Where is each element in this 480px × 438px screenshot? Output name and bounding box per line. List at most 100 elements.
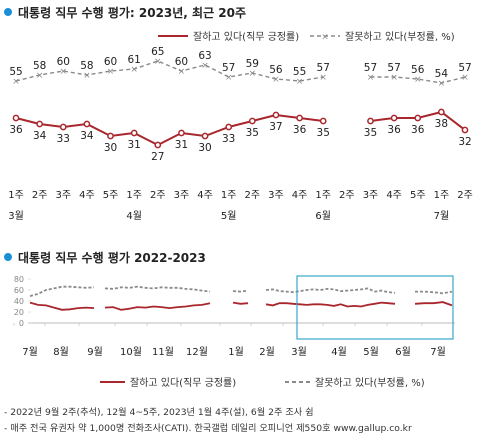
disapprove2-segment-3 — [265, 287, 396, 294]
approve2-segment-4 — [414, 301, 453, 307]
approve-point — [36, 120, 43, 128]
x-tick-label: 3주 — [55, 190, 71, 201]
disapprove-data-label: 57 — [317, 62, 330, 74]
disapprove-data-label: 56 — [269, 64, 283, 76]
month-label: 7월 — [434, 210, 450, 222]
legend2-disapprove-label: 잘못하고 있다(부정률, %) — [315, 376, 425, 389]
x-tick-label: 3월 — [291, 346, 307, 358]
disapprove-data-label: 58 — [80, 60, 93, 72]
y-tick-label: 40 — [14, 297, 24, 306]
disapprove-point: × — [201, 61, 209, 71]
approve-line-0 — [15, 113, 324, 147]
approve-data-label: 36 — [411, 124, 425, 136]
x-tick-label: 1주 — [126, 190, 142, 201]
chart-title-weekly: 대통령 직무 수행 평가: 2023년, 최근 20주 — [4, 4, 246, 21]
disapprove-data-label: 65 — [151, 46, 164, 58]
disapprove-point: × — [438, 79, 446, 89]
approve2-segment-2 — [232, 301, 249, 305]
approve-point — [154, 141, 162, 149]
approve-data-label: 36 — [293, 124, 307, 136]
disapprove-point: × — [390, 73, 398, 83]
disapprove-data-label: 54 — [435, 68, 449, 80]
approve-data-label: 33 — [222, 133, 235, 145]
approve-point — [107, 132, 114, 140]
disapprove2-segment-2 — [232, 289, 249, 293]
legend2-approve-label: 잘하고 있다(직무 긍정률) — [130, 376, 236, 389]
bullet-icon — [4, 253, 12, 261]
approve-data-label: 35 — [317, 127, 330, 139]
disapprove-data-label: 60 — [57, 56, 70, 68]
approve-data-label: 38 — [435, 118, 448, 130]
approve2-segment-0 — [29, 301, 95, 311]
x-tick-label: 1월 — [228, 346, 244, 358]
y-tick-label: 20 — [14, 308, 24, 317]
approve-point — [201, 132, 209, 140]
legend-disapprove-marker: × — [321, 33, 329, 43]
disapprove-data-label: 59 — [246, 58, 259, 70]
x-tick-label: 1주 — [221, 190, 237, 201]
disapprove-data-label: 57 — [222, 62, 235, 74]
approve-data-label: 27 — [151, 151, 164, 163]
approve-data-label: 31 — [175, 139, 188, 151]
disapprove2-segment-4 — [415, 290, 453, 295]
weekly-legend: 잘하고 있다(직무 긍정률) × 잘못하고 있다(부정률, %) — [158, 30, 455, 43]
approve-data-label: 34 — [80, 130, 94, 142]
disapprove-data-label: 56 — [411, 64, 425, 76]
disapprove-point: × — [414, 75, 422, 85]
month-label: 5월 — [221, 210, 237, 222]
approve-point — [83, 120, 91, 128]
x-tick-label: 7월 — [22, 346, 38, 358]
x-tick-label: 9월 — [87, 346, 103, 358]
disapprove-point: × — [367, 73, 375, 83]
disapprove2-segment-1 — [104, 285, 211, 293]
month-label: 4월 — [126, 210, 142, 222]
disapprove-point: × — [296, 77, 304, 87]
approve-data-label: 35 — [364, 127, 377, 139]
x-tick-label: 4주 — [292, 190, 308, 201]
x-tick-label: 12월 — [186, 346, 208, 358]
approve-point — [438, 108, 445, 116]
approve-point — [178, 129, 185, 137]
y-tick-label: 60 — [14, 286, 24, 295]
x-tick-label: 3주 — [268, 190, 284, 201]
disapprove-point: × — [12, 77, 20, 87]
disapprove-line-1 — [370, 76, 466, 84]
disapprove-point: × — [130, 65, 138, 75]
footnote-methodology: - 매주 전국 유권자 약 1,000명 전화조사(CATI). 한국갤럽 데일… — [4, 423, 412, 434]
disapprove-data-label: 57 — [364, 62, 377, 74]
legend-disapprove-label: 잘못하고 있다(부정률, %) — [345, 30, 455, 43]
approve-point — [461, 126, 469, 134]
x-tick-label: 3주 — [174, 190, 190, 201]
approve-data-label: 36 — [9, 124, 23, 136]
disapprove-line-0 — [15, 60, 324, 82]
legend-approve-label: 잘하고 있다(직무 긍정률) — [193, 30, 299, 43]
x-tick-label: 4주 — [197, 190, 213, 201]
approve-data-label: 35 — [246, 127, 259, 139]
approve-point — [12, 114, 20, 122]
approve2-segment-3 — [265, 301, 396, 308]
approve-point — [248, 117, 256, 125]
disapprove-point: × — [178, 67, 186, 77]
approve-data-label: 30 — [198, 142, 211, 154]
approve-point — [414, 114, 422, 122]
x-tick-label: 1주 — [434, 190, 450, 201]
approve-data-label: 34 — [33, 130, 47, 142]
x-tick-label: 11월 — [152, 346, 174, 358]
x-tick-label: 2주 — [339, 190, 355, 201]
y-tick-label: 80 — [14, 275, 24, 284]
approve-data-label: 36 — [387, 124, 401, 136]
x-tick-label: 2주 — [150, 190, 166, 201]
weekly-plot: ×55 ×58×60×58×60×61 ×65×60 ×63×57×59×56×55×… — [8, 46, 473, 222]
disapprove-point: × — [36, 71, 44, 81]
x-tick-label: 4주 — [79, 190, 95, 201]
x-tick-label: 2주 — [245, 190, 261, 201]
y-tick-label: 0 — [19, 319, 24, 328]
disapprove-point: × — [461, 73, 469, 83]
highlight-box — [296, 275, 454, 340]
approve-data-label: 31 — [127, 139, 140, 151]
approve-point — [296, 114, 303, 122]
disapprove-point: × — [272, 75, 280, 85]
disapprove2-segment-0 — [29, 285, 95, 297]
x-tick-label: 8월 — [53, 346, 69, 358]
disapprove-point: × — [225, 73, 233, 83]
